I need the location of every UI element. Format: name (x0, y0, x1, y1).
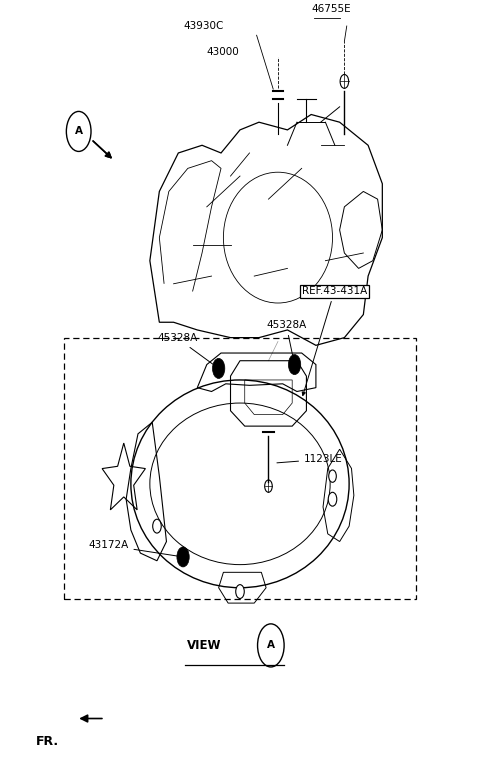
Text: 1123LE: 1123LE (277, 454, 343, 464)
Text: A: A (267, 640, 275, 650)
Circle shape (213, 358, 225, 379)
Text: 45328A: 45328A (157, 333, 216, 367)
Text: 43000: 43000 (207, 47, 240, 57)
Circle shape (288, 354, 301, 375)
Text: FR.: FR. (36, 735, 59, 748)
Circle shape (153, 520, 161, 533)
Text: 43930C: 43930C (183, 21, 224, 31)
FancyArrowPatch shape (93, 141, 111, 157)
Circle shape (329, 470, 336, 482)
Text: 46755E: 46755E (311, 5, 351, 15)
Text: 45328A: 45328A (266, 320, 306, 362)
Text: A: A (75, 126, 83, 136)
Circle shape (177, 547, 189, 567)
Text: REF.43-431A: REF.43-431A (301, 287, 367, 396)
Circle shape (236, 584, 244, 598)
Circle shape (328, 492, 337, 506)
Text: 43172A: 43172A (88, 541, 180, 556)
Text: VIEW: VIEW (187, 639, 221, 652)
